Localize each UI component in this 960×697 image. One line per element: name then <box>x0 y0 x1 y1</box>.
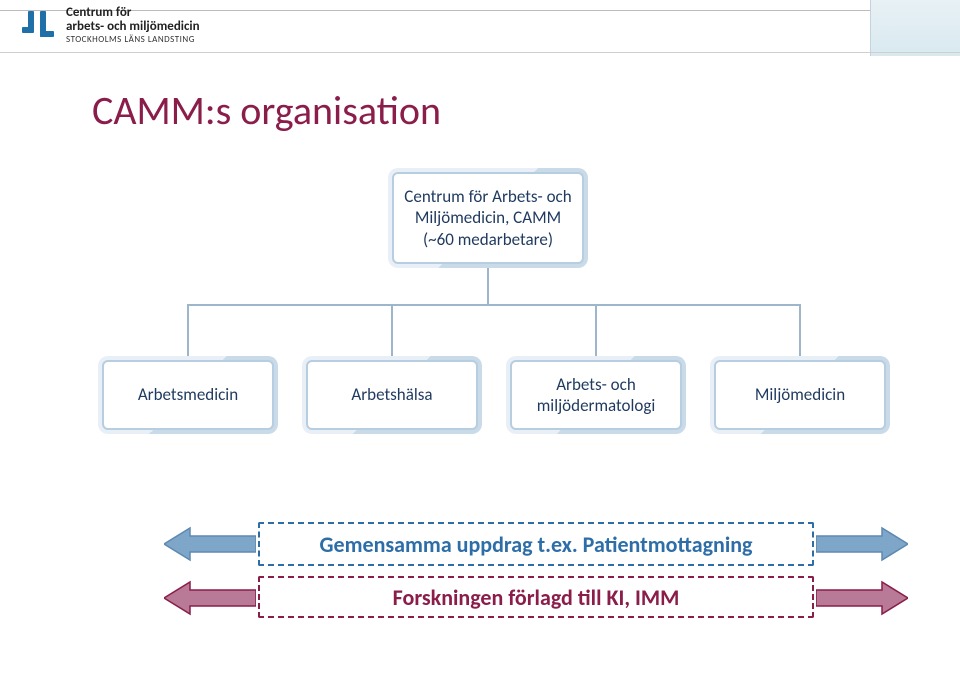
slide-body: CAMM:s organisation Centrum för Arbets- … <box>0 56 960 697</box>
connector-drop-3 <box>799 304 801 356</box>
org-leaf-1: Arbetshälsa <box>302 356 482 434</box>
org-leaf-2-label: Arbets- och miljödermatologi <box>510 360 682 430</box>
arrow-maroon-left <box>164 580 256 616</box>
callout-blue-text: Gemensamma uppdrag t.ex. Patientmottagni… <box>320 531 753 558</box>
connector-vert-root <box>487 268 489 304</box>
arrow-blue-right <box>816 526 908 562</box>
connector-horiz <box>187 304 801 306</box>
connector-drop-2 <box>595 304 597 356</box>
org-leaf-1-label: Arbetshälsa <box>306 360 478 430</box>
slide-header: Centrum för arbets- och miljömedicin STO… <box>0 0 960 56</box>
logo-text: Centrum för arbets- och miljömedicin STO… <box>66 6 200 45</box>
callout-blue: Gemensamma uppdrag t.ex. Patientmottagni… <box>258 522 814 566</box>
header-tab-cap <box>870 0 960 56</box>
org-root-label: Centrum för Arbets- och Miljömedicin, CA… <box>392 172 584 264</box>
org-leaf-2: Arbets- och miljödermatologi <box>506 356 686 434</box>
page-title: CAMM:s organisation <box>92 86 441 135</box>
connector-drop-0 <box>187 304 189 356</box>
org-leaf-3: Miljömedicin <box>710 356 890 434</box>
jl-icon <box>20 7 56 43</box>
org-leaf-3-label: Miljömedicin <box>714 360 886 430</box>
connector-drop-1 <box>391 304 393 356</box>
org-root-node: Centrum för Arbets- och Miljömedicin, CA… <box>388 168 588 268</box>
logo-line3: STOCKHOLMS LÄNS LANDSTING <box>66 35 200 44</box>
arrow-maroon-right <box>816 580 908 616</box>
logo-line2: arbets- och miljömedicin <box>66 20 200 34</box>
callout-maroon-text: Forskningen förlagd till KI, IMM <box>393 584 680 611</box>
org-leaf-0: Arbetsmedicin <box>98 356 278 434</box>
header-rule-bottom <box>0 52 960 53</box>
logo-line1: Centrum för <box>66 6 200 20</box>
org-leaf-0-label: Arbetsmedicin <box>102 360 274 430</box>
logo: Centrum för arbets- och miljömedicin STO… <box>20 6 200 45</box>
arrow-blue-left <box>164 526 256 562</box>
callout-maroon: Forskningen förlagd till KI, IMM <box>258 576 814 618</box>
